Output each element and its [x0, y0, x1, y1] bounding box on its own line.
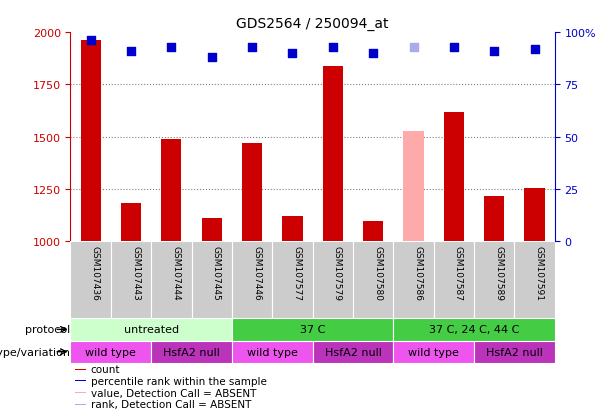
- Point: [126, 49, 136, 55]
- Bar: [151, 341, 232, 363]
- Bar: [353, 242, 394, 318]
- Text: GSM107579: GSM107579: [333, 246, 342, 301]
- Text: count: count: [91, 364, 120, 374]
- Bar: [283, 217, 303, 242]
- Text: 37 C: 37 C: [300, 325, 326, 335]
- Text: HsfA2 null: HsfA2 null: [486, 347, 543, 357]
- Text: HsfA2 null: HsfA2 null: [324, 347, 381, 357]
- Bar: [394, 242, 434, 318]
- Bar: [484, 197, 504, 242]
- Text: GSM107443: GSM107443: [131, 246, 140, 300]
- Text: HsfA2 null: HsfA2 null: [163, 347, 220, 357]
- Bar: [70, 242, 111, 318]
- Bar: [363, 221, 383, 242]
- Text: GSM107587: GSM107587: [454, 246, 463, 301]
- Text: GSM107445: GSM107445: [211, 246, 221, 300]
- Bar: [75, 392, 86, 393]
- Bar: [70, 318, 232, 341]
- Bar: [242, 144, 262, 242]
- Point: [86, 38, 96, 45]
- Bar: [75, 404, 86, 405]
- Point: [449, 44, 459, 51]
- Point: [328, 44, 338, 51]
- Text: rank, Detection Call = ABSENT: rank, Detection Call = ABSENT: [91, 399, 251, 409]
- Bar: [514, 242, 555, 318]
- Bar: [121, 203, 141, 242]
- Point: [287, 51, 297, 57]
- Text: wild type: wild type: [247, 347, 298, 357]
- Title: GDS2564 / 250094_at: GDS2564 / 250094_at: [237, 17, 389, 31]
- Bar: [272, 242, 313, 318]
- Bar: [403, 131, 424, 242]
- Text: percentile rank within the sample: percentile rank within the sample: [91, 376, 267, 386]
- Bar: [313, 242, 353, 318]
- Text: wild type: wild type: [408, 347, 459, 357]
- Bar: [161, 140, 181, 242]
- Bar: [232, 242, 272, 318]
- Text: GSM107589: GSM107589: [494, 246, 503, 301]
- Text: 37 C, 24 C, 44 C: 37 C, 24 C, 44 C: [429, 325, 519, 335]
- Bar: [151, 242, 191, 318]
- Bar: [525, 189, 545, 242]
- Bar: [232, 341, 313, 363]
- Bar: [202, 219, 222, 242]
- Bar: [474, 242, 514, 318]
- Bar: [474, 341, 555, 363]
- Text: GSM107586: GSM107586: [414, 246, 422, 301]
- Bar: [75, 369, 86, 370]
- Point: [247, 44, 257, 51]
- Bar: [313, 341, 394, 363]
- Bar: [232, 318, 394, 341]
- Bar: [80, 41, 101, 242]
- Text: GSM107436: GSM107436: [91, 246, 100, 300]
- Text: value, Detection Call = ABSENT: value, Detection Call = ABSENT: [91, 388, 256, 398]
- Point: [167, 44, 177, 51]
- Text: GSM107446: GSM107446: [252, 246, 261, 300]
- Bar: [444, 112, 464, 242]
- Point: [409, 44, 419, 51]
- Text: untreated: untreated: [124, 325, 179, 335]
- Point: [207, 55, 216, 62]
- Bar: [394, 341, 474, 363]
- Text: GSM107591: GSM107591: [535, 246, 544, 301]
- Point: [530, 46, 539, 53]
- Text: GSM107444: GSM107444: [172, 246, 180, 300]
- Text: protocol: protocol: [25, 325, 70, 335]
- Bar: [111, 242, 151, 318]
- Bar: [433, 242, 474, 318]
- Bar: [191, 242, 232, 318]
- Point: [489, 49, 499, 55]
- Text: GSM107580: GSM107580: [373, 246, 382, 301]
- Text: GSM107577: GSM107577: [292, 246, 302, 301]
- Point: [368, 51, 378, 57]
- Bar: [394, 318, 555, 341]
- Text: wild type: wild type: [85, 347, 136, 357]
- Text: genotype/variation: genotype/variation: [0, 347, 70, 357]
- Bar: [322, 66, 343, 242]
- Bar: [75, 380, 86, 381]
- Bar: [70, 341, 151, 363]
